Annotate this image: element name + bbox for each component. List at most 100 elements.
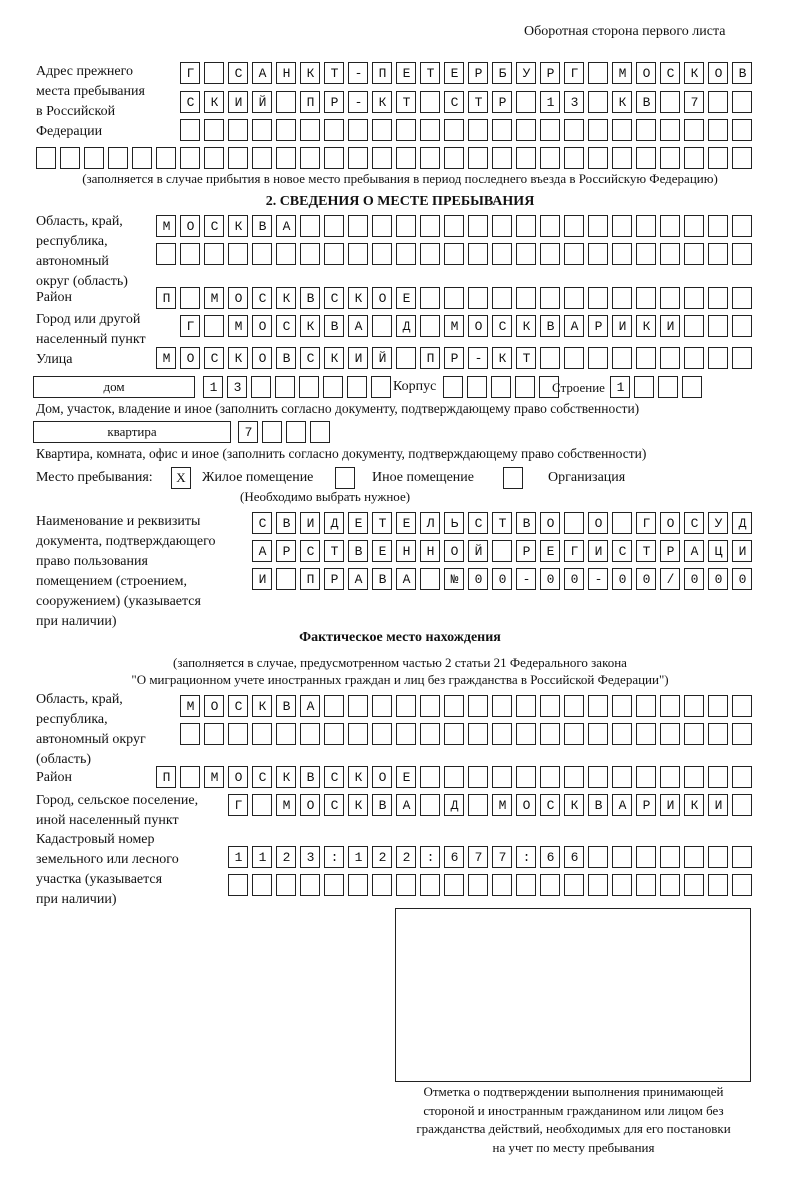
- char-cell[interactable]: [372, 568, 392, 590]
- char-cell[interactable]: [420, 568, 440, 590]
- char-cell[interactable]: [564, 347, 584, 369]
- char-cell[interactable]: [468, 62, 488, 84]
- char-cell[interactable]: [636, 287, 656, 309]
- char-cell[interactable]: [492, 315, 512, 337]
- char-cell[interactable]: [708, 695, 728, 717]
- char-cell[interactable]: [516, 846, 536, 868]
- char-cell[interactable]: [300, 287, 320, 309]
- char-cell[interactable]: [251, 376, 271, 398]
- char-cell[interactable]: [348, 766, 368, 788]
- char-cell[interactable]: [348, 315, 368, 337]
- char-cell[interactable]: [564, 91, 584, 113]
- char-cell[interactable]: [660, 794, 680, 816]
- char-cell[interactable]: [252, 147, 272, 169]
- char-cell[interactable]: [252, 766, 272, 788]
- char-cell[interactable]: [276, 874, 296, 896]
- char-cell[interactable]: [684, 119, 704, 141]
- char-cell[interactable]: [300, 147, 320, 169]
- char-cell[interactable]: [492, 215, 512, 237]
- char-cell[interactable]: [636, 568, 656, 590]
- char-cell[interactable]: [372, 62, 392, 84]
- char-cell[interactable]: [396, 243, 416, 265]
- char-cell[interactable]: [324, 91, 344, 113]
- char-cell[interactable]: [420, 794, 440, 816]
- char-cell[interactable]: [708, 874, 728, 896]
- char-cell[interactable]: [204, 119, 224, 141]
- char-cell[interactable]: [372, 347, 392, 369]
- char-cell[interactable]: [228, 723, 248, 745]
- char-cell[interactable]: [228, 794, 248, 816]
- char-cell[interactable]: [204, 62, 224, 84]
- char-cell[interactable]: [636, 695, 656, 717]
- char-cell[interactable]: [372, 846, 392, 868]
- char-cell[interactable]: [275, 376, 295, 398]
- char-cell[interactable]: [492, 766, 512, 788]
- char-cell[interactable]: [540, 723, 560, 745]
- char-cell[interactable]: [468, 347, 488, 369]
- char-cell[interactable]: [300, 766, 320, 788]
- char-cell[interactable]: [540, 119, 560, 141]
- char-cell[interactable]: [492, 147, 512, 169]
- char-cell[interactable]: [516, 723, 536, 745]
- char-cell[interactable]: [396, 147, 416, 169]
- char-cell[interactable]: [396, 794, 416, 816]
- char-cell[interactable]: [444, 62, 464, 84]
- char-cell[interactable]: [516, 347, 536, 369]
- char-cell[interactable]: [204, 287, 224, 309]
- char-cell[interactable]: [276, 62, 296, 84]
- char-cell[interactable]: [684, 695, 704, 717]
- char-cell[interactable]: [612, 62, 632, 84]
- char-cell[interactable]: [540, 794, 560, 816]
- char-cell[interactable]: [610, 376, 630, 398]
- char-cell[interactable]: [276, 315, 296, 337]
- char-cell[interactable]: [516, 287, 536, 309]
- char-cell[interactable]: [300, 846, 320, 868]
- char-cell[interactable]: [684, 347, 704, 369]
- char-cell[interactable]: [180, 723, 200, 745]
- char-cell[interactable]: [732, 215, 752, 237]
- char-cell[interactable]: [180, 287, 200, 309]
- char-cell[interactable]: [540, 347, 560, 369]
- char-cell[interactable]: [444, 846, 464, 868]
- char-cell[interactable]: [396, 766, 416, 788]
- char-cell[interactable]: [588, 287, 608, 309]
- char-cell[interactable]: [420, 540, 440, 562]
- char-cell[interactable]: [300, 695, 320, 717]
- char-cell[interactable]: [348, 62, 368, 84]
- char-cell[interactable]: [180, 119, 200, 141]
- char-cell[interactable]: [684, 540, 704, 562]
- char-cell[interactable]: [588, 62, 608, 84]
- char-cell[interactable]: [516, 568, 536, 590]
- char-cell[interactable]: [252, 243, 272, 265]
- char-cell[interactable]: [372, 766, 392, 788]
- char-cell[interactable]: [564, 119, 584, 141]
- char-cell[interactable]: [708, 766, 728, 788]
- char-cell[interactable]: [564, 62, 584, 84]
- char-cell[interactable]: [516, 62, 536, 84]
- char-cell[interactable]: [420, 723, 440, 745]
- char-cell[interactable]: [300, 512, 320, 534]
- char-cell[interactable]: [420, 243, 440, 265]
- char-cell[interactable]: [492, 287, 512, 309]
- char-cell[interactable]: [540, 62, 560, 84]
- char-cell[interactable]: [372, 119, 392, 141]
- char-cell[interactable]: [204, 243, 224, 265]
- char-cell[interactable]: [396, 315, 416, 337]
- char-cell[interactable]: [228, 91, 248, 113]
- cadastral-row-2[interactable]: [228, 874, 756, 897]
- char-cell[interactable]: [310, 421, 330, 443]
- char-cell[interactable]: [420, 119, 440, 141]
- char-cell[interactable]: [540, 540, 560, 562]
- char-cell[interactable]: [180, 62, 200, 84]
- char-cell[interactable]: [660, 540, 680, 562]
- char-cell[interactable]: [588, 695, 608, 717]
- char-cell[interactable]: [324, 512, 344, 534]
- char-cell[interactable]: [492, 723, 512, 745]
- document-row-1[interactable]: СВИДЕТЕЛЬСТВО О ГОСУД: [252, 512, 756, 535]
- char-cell[interactable]: [732, 568, 752, 590]
- char-cell[interactable]: [252, 568, 272, 590]
- char-cell[interactable]: [324, 215, 344, 237]
- char-cell[interactable]: [323, 376, 343, 398]
- char-cell[interactable]: [444, 540, 464, 562]
- char-cell[interactable]: [612, 766, 632, 788]
